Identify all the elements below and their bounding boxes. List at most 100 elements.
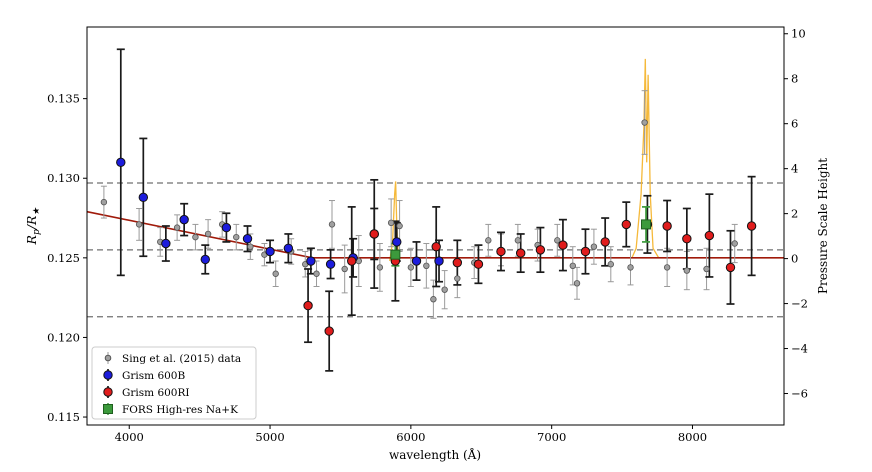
error-bars [100,48,756,372]
data-point [746,221,757,231]
y-label-sub-star: ★ [32,207,42,216]
data-point [641,119,648,126]
data-point [392,237,402,247]
y2-tick-label: −6 [791,387,808,401]
plot-frame [86,26,785,426]
data-point [283,243,294,253]
data-point [554,237,561,244]
data-point [204,230,212,238]
x-tick-label: 4000 [115,430,144,444]
data-point [325,259,336,269]
y2-tick-label: 6 [791,117,798,131]
data-point [600,237,610,247]
y-label-slash: /R [24,216,39,231]
data-point [514,237,522,244]
x-tick-label: 5000 [255,430,284,444]
data-point [662,221,672,231]
data-point [485,237,492,244]
data-point [441,286,448,293]
data-point [515,248,526,258]
data-point [569,262,576,269]
data-point [725,262,736,273]
x-axis-label: wavelength (Å) [389,447,481,462]
legend-label: Grism 600RI [122,387,190,399]
data-point [621,219,631,230]
y-label-base: R [24,235,39,245]
data-point [387,219,395,227]
legend-marker [103,370,113,380]
data-point-fors [390,249,401,260]
data-point [682,234,692,244]
data-point [242,234,253,244]
data-points [100,119,757,336]
data-point [411,256,422,266]
data-point [731,240,738,247]
data-point [431,241,441,252]
data-point [347,256,357,266]
data-point [496,246,506,257]
y2-tick-label: 4 [791,162,798,176]
data-point [200,254,210,265]
data-point [328,221,336,228]
data-point [473,259,484,269]
data-point [573,280,581,287]
data-point [704,230,715,241]
data-point [192,233,199,241]
y2-tick-label: 2 [791,207,798,221]
data-point [663,264,671,271]
data-point [303,300,313,311]
y2-tick-label: 8 [791,72,798,86]
data-point [454,275,461,282]
data-point [324,326,334,336]
data-point [430,296,437,303]
data-point [627,264,634,271]
data-point [558,240,568,250]
y-tick-label: 0.135 [47,92,80,106]
y-tick-label: 0.130 [47,171,80,185]
legend: Sing et al. (2015) data Grism 600B Grism 6… [91,346,257,420]
data-point [306,256,316,266]
y-label-sub-p: p [32,229,42,235]
x-tick-label: 8000 [678,430,707,444]
data-point [161,238,171,249]
data-point [376,264,384,271]
legend-label: Sing et al. (2015) data [122,353,241,365]
data-point [407,264,415,271]
data-point [173,224,181,231]
y2-tick-label: −4 [791,342,808,356]
data-point [369,229,379,239]
y2-tick-label: −2 [791,297,808,311]
data-point [607,261,615,268]
data-point [703,265,710,273]
data-point [135,221,143,228]
data-point [247,243,254,250]
y2-tick-label: 0 [791,252,798,266]
data-point [683,267,691,274]
y2-tick-label: 10 [791,27,806,41]
data-point [535,245,546,255]
data-point [423,262,430,269]
data-point [265,246,275,257]
data-point [116,157,126,168]
data-point [580,246,591,257]
data-point [100,198,108,206]
data-point [138,192,149,203]
y-tick-label: 0.115 [47,410,80,424]
data-point [272,270,279,277]
y-tick-label: 0.125 [47,251,80,265]
data-point [179,214,189,225]
data-point [313,270,320,277]
data-point [341,265,348,273]
legend-box [91,346,257,420]
data-point [396,222,403,230]
y-tick-label: 0.120 [47,330,80,344]
axes: 4000 5000 6000 7000 8000 0.115 0.120 0.125 0.130… [47,27,808,444]
data-point [434,256,444,266]
data-point [221,222,232,233]
legend-label: Grism 600B [122,370,185,382]
legend-marker-fors [103,404,113,414]
x-tick-label: 6000 [396,430,425,444]
data-point [452,257,463,268]
y2-axis-label: Pressure Scale Height [816,158,830,294]
